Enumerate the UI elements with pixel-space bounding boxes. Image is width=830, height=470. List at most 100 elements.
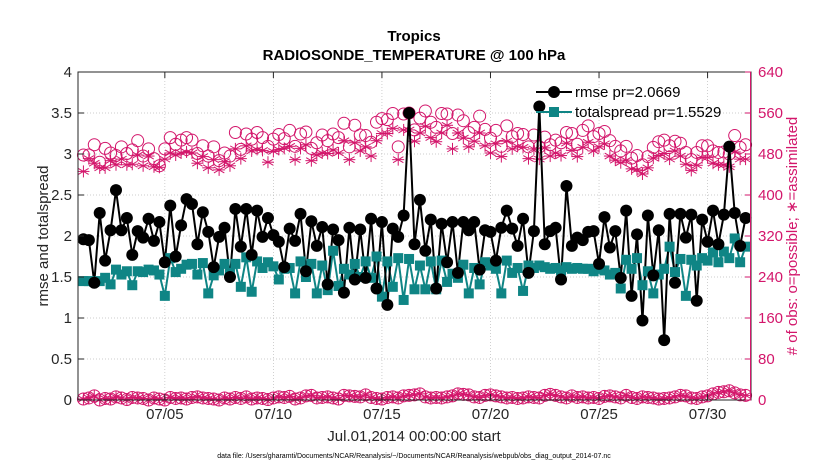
rmse-point	[707, 204, 720, 217]
rmse-point	[631, 228, 644, 241]
possible-obs-point	[711, 145, 725, 159]
totalspread-point	[246, 286, 257, 297]
totalspread-point	[208, 270, 219, 281]
x-tick-label: 07/30	[689, 406, 727, 423]
rmse-point	[549, 221, 562, 234]
y-right-tick-label: 160	[758, 310, 783, 327]
rmse-point	[381, 298, 394, 311]
x-tick-label: 07/05	[146, 406, 184, 423]
chart-title: Tropics	[387, 28, 440, 45]
y-tick-label: 3.5	[51, 105, 72, 122]
totalspread-point	[127, 280, 138, 291]
assimilated-obs-point	[191, 157, 204, 170]
assimilated-obs-point	[223, 159, 236, 172]
totalspread-point	[480, 257, 491, 268]
assimilated-obs-point	[522, 152, 535, 165]
rmse-point	[652, 224, 665, 237]
rmse-point	[717, 208, 730, 221]
possible-obs-point	[299, 125, 313, 139]
totalspread-point	[328, 245, 339, 256]
rmse-point	[647, 269, 660, 282]
rmse-point	[533, 100, 546, 113]
assimilated-obs-point	[251, 143, 264, 156]
possible-obs-point	[163, 131, 177, 145]
rmse-point	[294, 207, 307, 220]
totalspread-point	[556, 265, 567, 276]
assimilated-obs-point	[500, 135, 513, 148]
assimilated-obs-point	[202, 161, 215, 174]
rmse-point	[522, 266, 535, 279]
rmse-point	[305, 215, 318, 228]
rmse-point	[511, 239, 524, 252]
totalspread-point	[637, 280, 648, 291]
rmse-point	[603, 241, 616, 254]
rmse-point	[446, 216, 459, 229]
y-right-tick-label: 0	[758, 392, 766, 409]
rmse-point	[175, 219, 188, 232]
y-tick-label: 2.5	[51, 187, 72, 204]
rmse-point	[555, 273, 568, 286]
totalspread-point	[186, 258, 197, 269]
totalspread-point	[214, 265, 225, 276]
x-tick-label: 07/10	[255, 406, 293, 423]
axis-tick-labels: 07/05 07/10 07/15 07/20 07/25 07/30 0 0.5 1 1.5 2 2…	[51, 64, 783, 423]
rmse-point	[370, 282, 383, 295]
rmse-point	[500, 204, 513, 217]
possible-obs-point	[185, 133, 199, 147]
assimilated-obs-point	[593, 140, 606, 153]
rmse-point	[679, 231, 692, 244]
totalspread-point	[675, 253, 686, 264]
assimilated-obs-point	[636, 167, 649, 180]
totalspread-point	[376, 291, 387, 302]
y-tick-label: 3	[64, 146, 72, 163]
rmse-point	[375, 216, 388, 229]
rmse-point	[413, 193, 426, 206]
rmse-point	[93, 207, 106, 220]
totalspread-point	[116, 269, 127, 280]
possible-obs-point	[353, 128, 367, 142]
totalspread-point	[420, 284, 431, 295]
totalspread-point	[382, 256, 393, 267]
x-axis-label: Jul.01,2014 00:00:00 start	[327, 428, 501, 445]
assimilated-obs-point	[99, 161, 112, 174]
possible-obs-point	[364, 135, 378, 149]
rmse-point	[408, 238, 421, 251]
totalspread-point	[121, 266, 132, 277]
rmse-point	[104, 224, 117, 237]
rmse-point	[538, 238, 551, 251]
assimilated-obs-point	[462, 140, 475, 153]
possible-obs-point	[332, 131, 346, 145]
totalspread-point	[344, 269, 355, 280]
rmse-point	[310, 239, 323, 252]
totalspread-point	[735, 257, 746, 268]
rmse-point	[120, 211, 133, 224]
assimilated-obs-point	[435, 126, 448, 139]
possible-obs-point	[516, 128, 530, 142]
rmse-point	[348, 273, 361, 286]
possible-obs-point	[424, 115, 438, 129]
totalspread-point	[105, 279, 116, 290]
totalspread-point	[148, 265, 159, 276]
rmse-point	[517, 212, 530, 225]
totalspread-point	[333, 281, 344, 292]
rmse-point	[641, 209, 654, 222]
rmse-point	[614, 271, 627, 284]
y-right-tick-label: 400	[758, 187, 783, 204]
rmse-point	[164, 199, 177, 212]
assimilated-obs-point	[723, 160, 736, 173]
totalspread-point	[664, 241, 675, 252]
totalspread-point	[588, 266, 599, 277]
x-tick-label: 07/20	[472, 406, 510, 423]
totalspread-point	[442, 276, 453, 287]
assimilated-obs-point	[365, 150, 378, 163]
y-axis-label: rmse and totalspread	[35, 166, 52, 307]
totalspread-point	[192, 269, 203, 280]
possible-obs-point	[131, 134, 145, 148]
rmse-point	[658, 334, 671, 347]
totalspread-point	[718, 246, 729, 257]
totalspread-point	[409, 284, 420, 295]
rmse-point	[251, 204, 264, 217]
totalspread-point	[154, 269, 165, 280]
assimilated-obs-point-low	[739, 389, 752, 402]
